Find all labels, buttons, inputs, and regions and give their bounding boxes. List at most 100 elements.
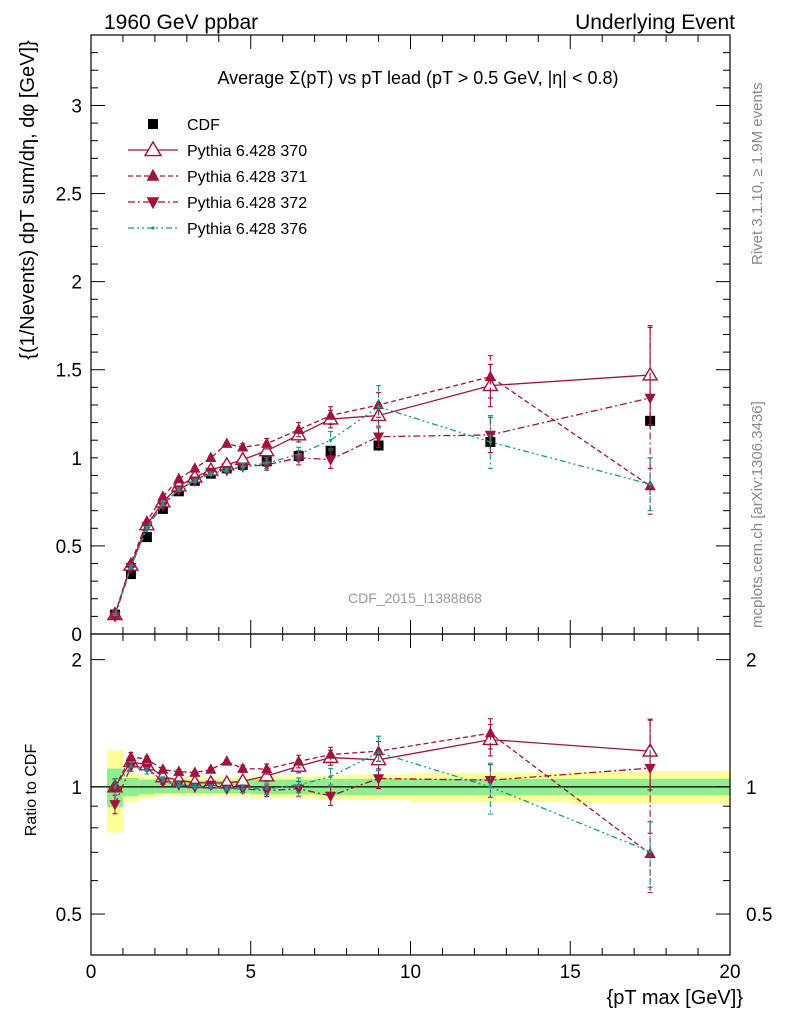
y-tick-label: 0 <box>71 625 82 646</box>
ratio-data-point <box>372 744 385 756</box>
x-axis-label: {pT max [GeV]} <box>607 987 744 1009</box>
legend-marker <box>143 140 163 157</box>
data-point <box>241 465 245 469</box>
ratio-data-point <box>177 782 181 787</box>
ratio-series-line <box>114 751 651 853</box>
analysis-watermark: CDF_2015_I1388868 <box>348 590 482 606</box>
data-point <box>325 409 337 420</box>
data-point <box>145 526 149 530</box>
ratio-data-point <box>125 750 137 762</box>
main-panel-series <box>106 325 659 623</box>
x-tick-label: 10 <box>400 962 421 983</box>
ratio-data-point <box>225 787 229 791</box>
x-tick-label: 15 <box>560 962 581 983</box>
ratio-data-point <box>241 787 245 791</box>
data-point <box>177 487 181 492</box>
legend-marker <box>151 226 155 230</box>
y-tick-label: 2 <box>71 273 82 294</box>
data-point <box>265 461 269 465</box>
data-point <box>193 479 197 483</box>
x-tick-label: 20 <box>719 962 740 983</box>
ratio-series-line <box>114 732 651 855</box>
y-tick-label: 1 <box>71 449 82 470</box>
ratio-data-point <box>484 726 496 738</box>
x-tick-label: 5 <box>245 962 256 983</box>
ratio-y-axis-label: Ratio to CDF <box>23 744 40 837</box>
data-point <box>173 472 185 484</box>
ratio-data-point <box>484 776 496 787</box>
legend: CDF Pythia 6.428 370 Pythia 6.428 371 Pythi… <box>128 117 307 238</box>
data-point <box>113 613 117 617</box>
data-point <box>225 468 229 472</box>
series-line <box>114 406 651 615</box>
ratio-data-point <box>189 766 201 777</box>
legend-marker <box>146 168 160 181</box>
data-point <box>648 482 652 486</box>
data-point <box>161 502 165 506</box>
data-point <box>258 442 275 457</box>
data-point <box>325 455 337 466</box>
ratio-y-tick-label-right: 2 <box>746 651 757 672</box>
data-point <box>488 440 492 444</box>
data-point <box>125 569 136 580</box>
data-point <box>237 440 249 452</box>
x-tick-label: 0 <box>86 962 97 983</box>
ratio-data-point <box>297 783 301 787</box>
ratio-data-point <box>325 791 337 803</box>
ratio-data-point <box>648 850 652 854</box>
header-left: 1960 GeV ppbar <box>104 11 258 34</box>
ratio-data-point <box>193 785 197 789</box>
y-axis-label: {(1/Nevents) dpT sum/dη, dφ [GeV]} <box>17 40 39 360</box>
ratio-data-point <box>205 763 217 774</box>
ratio-data-point <box>293 784 305 795</box>
legend-marker <box>148 119 158 129</box>
series-line <box>114 374 651 615</box>
ratio-data-point <box>141 752 153 764</box>
data-point <box>129 565 133 569</box>
legend-label: Pythia 6.428 371 <box>187 169 307 186</box>
data-point <box>189 462 201 473</box>
data-point <box>157 490 169 501</box>
data-point <box>372 432 385 443</box>
data-point <box>157 501 169 512</box>
ratio-data-point <box>129 764 133 769</box>
data-point <box>261 437 273 448</box>
ratio-data-point <box>209 785 213 789</box>
ratio-data-point <box>258 767 275 782</box>
ratio-y-tick-label: 1 <box>71 778 82 799</box>
data-point <box>109 612 121 623</box>
ratio-data-point <box>644 763 656 775</box>
axis-ticks: 0 5 10 15 20 0 0.5 1 1.5 2 2.5 3 0.5 0.5 1 1 2 2 <box>56 34 772 983</box>
data-point <box>221 437 233 448</box>
ratio-y-tick-label-right: 0.5 <box>746 905 772 926</box>
y-tick-label: 2.5 <box>56 185 82 206</box>
ratio-data-point <box>372 774 385 785</box>
ratio-y-tick-label-right: 1 <box>746 778 757 799</box>
data-point <box>297 452 301 456</box>
legend-marker <box>146 197 160 210</box>
ratio-data-point <box>109 800 121 811</box>
legend-label: Pythia 6.428 372 <box>187 195 307 212</box>
rivet-label: Rivet 3.1.10, ≥ 1.9M events <box>749 83 766 266</box>
ratio-data-point <box>173 765 185 776</box>
ratio-data-point <box>376 750 381 755</box>
data-point <box>205 451 217 463</box>
ratio-data-point <box>293 755 305 766</box>
ratio-data-point <box>113 785 117 789</box>
data-point <box>484 370 496 381</box>
data-point <box>141 532 152 543</box>
legend-label: CDF <box>187 117 220 134</box>
legend-label: Pythia 6.428 370 <box>187 143 307 160</box>
data-point <box>376 405 381 409</box>
ratio-data-point <box>157 777 169 789</box>
ratio-data-point <box>488 785 492 789</box>
ratio-y-tick-label: 0.5 <box>56 905 82 926</box>
y-tick-label: 3 <box>71 96 82 117</box>
ratio-data-point <box>221 755 233 766</box>
ratio-data-point <box>145 769 149 773</box>
ratio-data-point <box>237 762 249 773</box>
data-point <box>372 398 385 410</box>
series-line <box>114 376 651 615</box>
data-point <box>329 438 333 442</box>
